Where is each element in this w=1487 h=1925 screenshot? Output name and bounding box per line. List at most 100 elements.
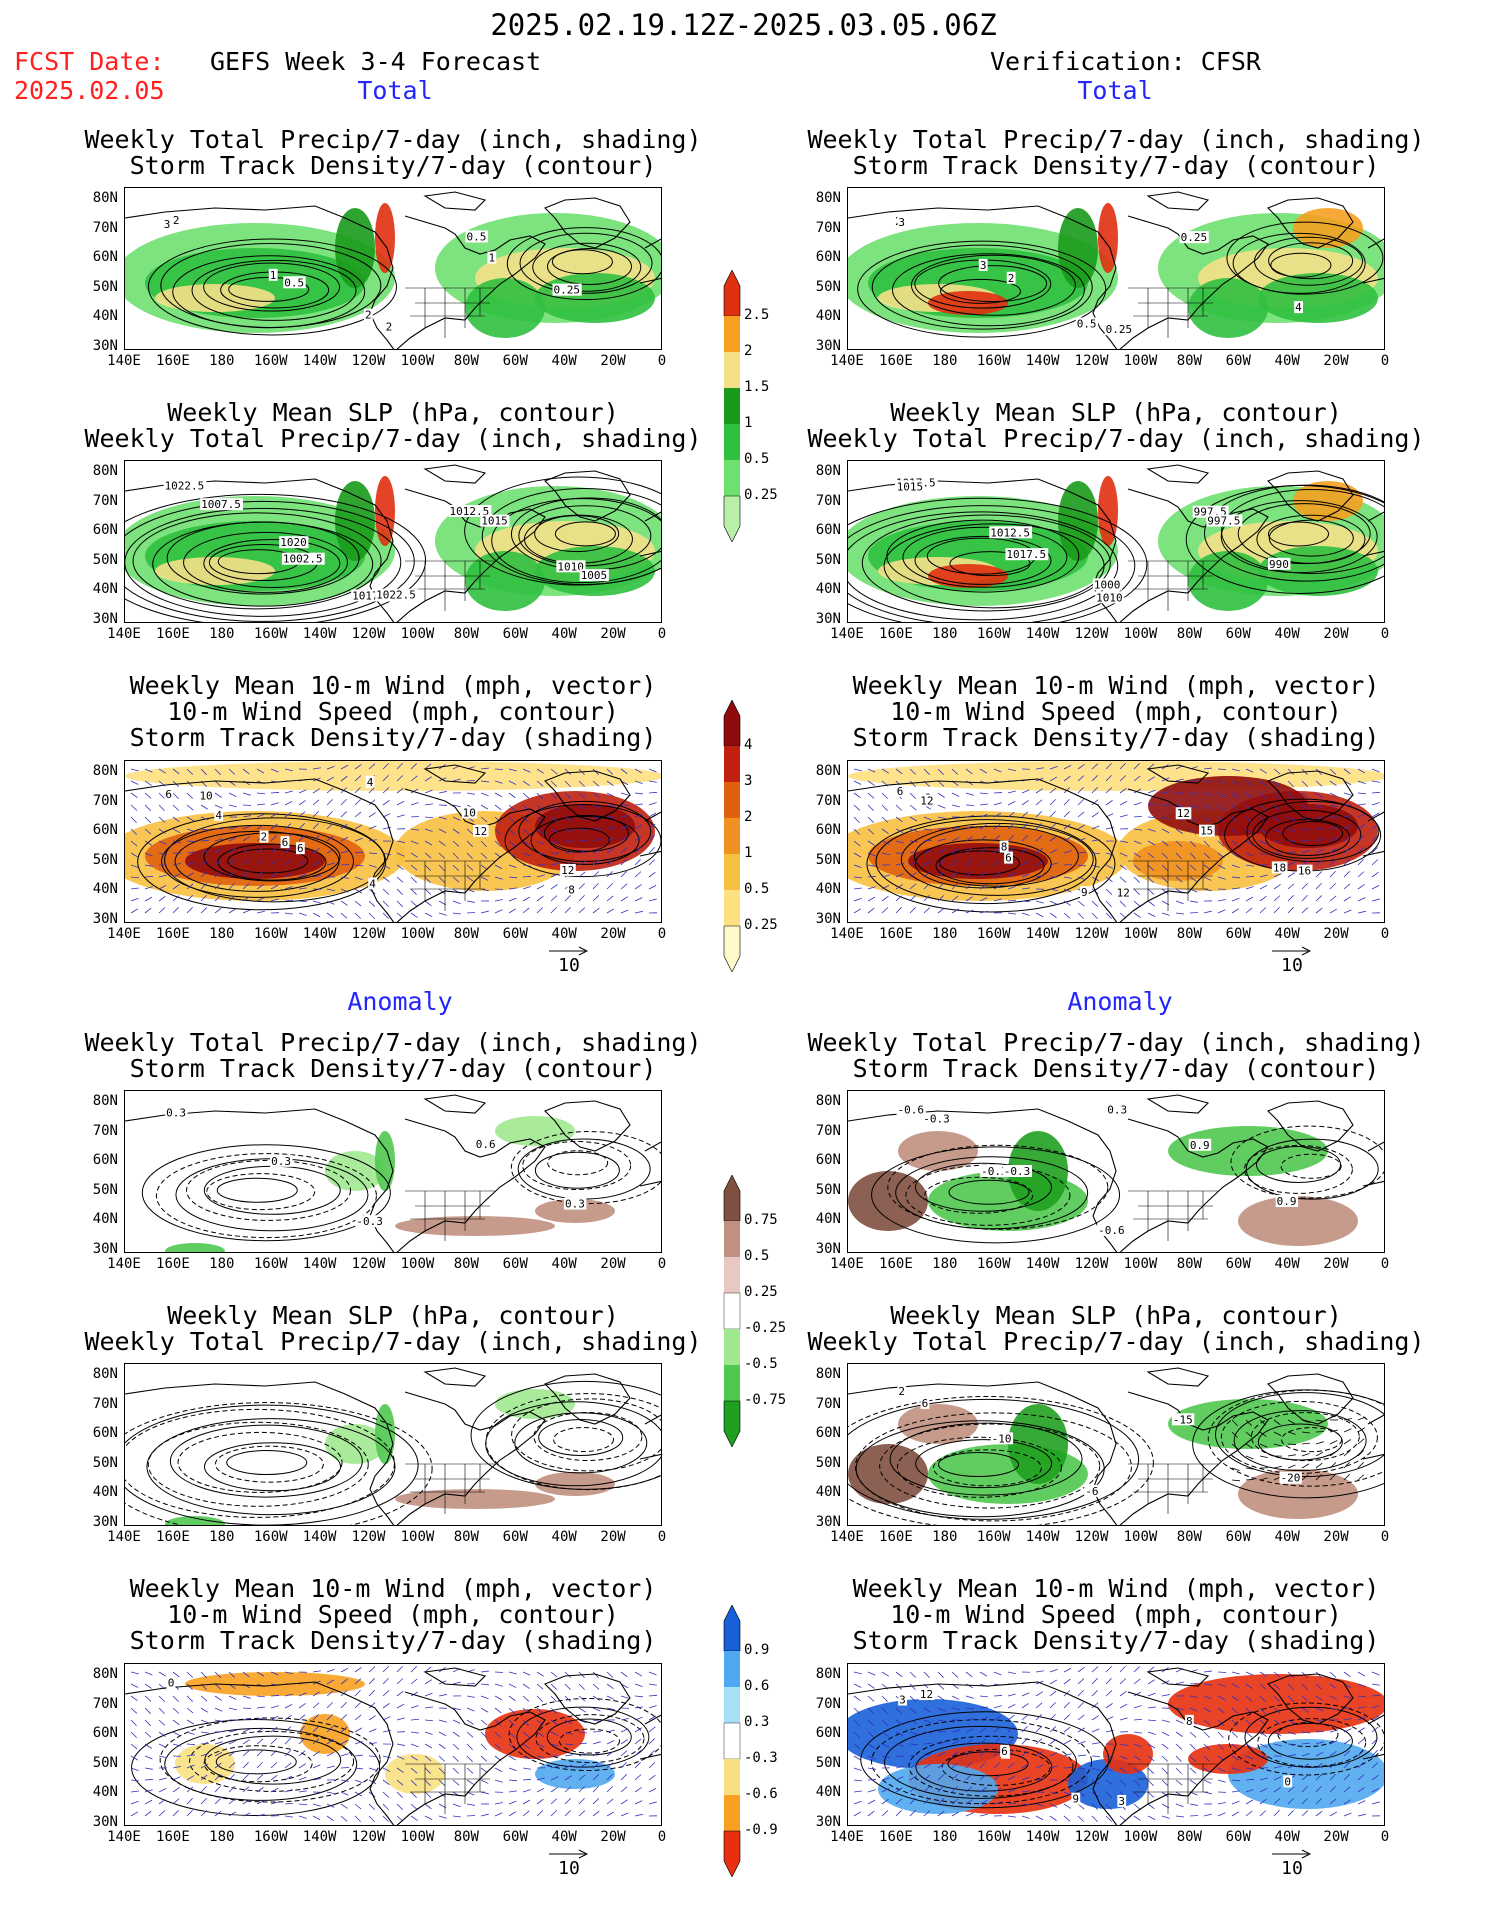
forecast-anom-wind-lat-tick: 60N: [92, 1725, 118, 1741]
verification-total-wind-lat-tick: 80N: [815, 763, 841, 779]
verification-total-precip-lon-tick: 180: [932, 353, 958, 369]
verification-anom-wind-vector-ref-arrow: [1272, 1849, 1312, 1859]
verification-anom-precip-lon-tick: 160W: [976, 1256, 1011, 1272]
verification-total-precip-lat-tick: 30N: [815, 337, 841, 354]
forecast-total-slp-lon-tick: 140E: [107, 626, 141, 642]
verification-anom-slp-map: 2 -10 -6 -15 -20 6: [847, 1363, 1385, 1526]
forecast-anom-wind-title-line: Storm Track Density/7-day (shading): [129, 1626, 657, 1655]
verification-total-wind-lon-tick: 20W: [1323, 926, 1349, 942]
verification-anom-wind-contour-label: 0: [1284, 1775, 1291, 1788]
forecast-total-wind-lat-tick: 30N: [92, 910, 118, 927]
forecast-anom-slp-map-graphic: [125, 1367, 661, 1525]
verification-anom-precip-lat-tick: 80N: [815, 1093, 841, 1109]
forecast-anom-slp-lon-tick: 100W: [400, 1529, 435, 1545]
forecast-anom-slp-lon-tick: 140E: [107, 1529, 141, 1545]
verification-total-precip-contour-label: 0.25: [1106, 323, 1133, 336]
forecast-total-precip-title-line: Weekly Total Precip/7-day (inch, shading…: [84, 125, 702, 154]
forecast-total-wind-contour-label: 4: [369, 877, 376, 890]
forecast-anom-slp-lon-tick: 0: [657, 1529, 667, 1545]
anomaly-precip-colorbar-label: 0.75: [744, 1212, 778, 1228]
forecast-anom-precip-lon-tick: 180: [209, 1256, 235, 1272]
verification-total-slp-lon-tick: 160W: [976, 626, 1011, 642]
forecast-total-wind-vector-ref-label: 10: [558, 955, 580, 976]
verification-total-slp-lat-tick: 40N: [815, 581, 841, 597]
verification-anom-slp-lon-tick: 0: [1380, 1529, 1390, 1545]
verification-anom-precip-contour-label: -0.6: [898, 1103, 925, 1116]
verification-total-slp-lat-tick: 70N: [815, 492, 841, 509]
verification-anom-precip-lon-tick: 80W: [1176, 1256, 1202, 1272]
forecast-total-slp-lat-tick: 40N: [92, 581, 118, 597]
verification-total-slp-map-graphic: 1017.51012.51000997.599010151017.5101099…: [848, 464, 1384, 622]
forecast-total-wind-contour-label: 12: [561, 864, 574, 877]
verification-anom-wind-lat-tick: 50N: [815, 1754, 841, 1771]
total-precip-colorbar-label: 0.5: [744, 451, 770, 467]
forecast-total-slp-contour-label: 1020: [280, 536, 307, 549]
forecast-total-wind-lon-tick: 140E: [107, 926, 141, 942]
verification-total-precip-contour-label: 3: [980, 259, 987, 272]
verification-total-precip-lon-tick: 160E: [879, 353, 913, 369]
verification-total-slp-lon-tick: 80W: [1176, 626, 1202, 642]
forecast-anom-precip-map-graphic: 0.3 0.3 -0.3 0.6 0.3: [125, 1094, 661, 1252]
forecast-total-wind-contour-label: 4: [367, 776, 374, 789]
fcst-date-value: 2025.02.05: [14, 76, 165, 105]
forecast-anom-precip-contour-label: 0.3: [271, 1155, 291, 1168]
forecast-total-wind-lon-tick: 40W: [551, 926, 577, 942]
verification-anom-slp-lon-tick: 80W: [1176, 1529, 1202, 1545]
verification-total-slp-lon-tick: 100W: [1123, 626, 1158, 642]
forecast-anom-slp-lon-tick: 160E: [156, 1529, 190, 1545]
verification-anom-slp-lat-tick: 30N: [815, 1513, 841, 1530]
verification-anom-wind-lon-tick: 120W: [1074, 1829, 1109, 1845]
forecast-anom-precip-lat-tick: 60N: [92, 1152, 118, 1168]
verification-total-precip-lon-tick: 160W: [976, 353, 1011, 369]
forecast-total-slp-lon-tick: 80W: [453, 626, 479, 642]
verification-total-wind-title-line: 10-m Wind Speed (mph, contour): [890, 697, 1342, 726]
verification-total-precip-lon-tick: 20W: [1323, 353, 1349, 369]
forecast-column-title: GEFS Week 3-4 Forecast: [210, 47, 542, 76]
verification-total-wind-lon-tick: 160W: [976, 926, 1011, 942]
total-precip-colorbar-label: 0.25: [744, 487, 778, 503]
forecast-total-precip-title-line: Storm Track Density/7-day (contour): [129, 151, 657, 180]
forecast-total-wind-lat-tick: 40N: [92, 881, 118, 897]
verification-anom-wind-lat-tick: 70N: [815, 1695, 841, 1712]
forecast-anom-wind-vector-ref-label: 10: [558, 1858, 580, 1879]
forecast-anom-slp-lat-tick: 70N: [92, 1395, 118, 1412]
verification-total-slp-map: 1017.51012.51000997.599010151017.5101099…: [847, 460, 1385, 623]
forecast-total-precip-contour-label: 2: [173, 214, 180, 227]
verification-total-slp-contour-label: 1012.5: [990, 526, 1030, 539]
verification-total-wind-lat-tick: 70N: [815, 792, 841, 809]
verification-anom-precip-lat-tick: 60N: [815, 1152, 841, 1168]
verification-total-wind-lon-tick: 100W: [1123, 926, 1158, 942]
verification-anom-wind-lon-tick: 100W: [1123, 1829, 1158, 1845]
forecast-total-wind-lon-tick: 100W: [400, 926, 435, 942]
verification-total-precip-lat-tick: 50N: [815, 278, 841, 295]
forecast-total-wind-title-line: Storm Track Density/7-day (shading): [129, 723, 657, 752]
verification-anom-wind-lat-tick: 80N: [815, 1666, 841, 1682]
verification-anom-wind-lon-tick: 160E: [879, 1829, 913, 1845]
anomaly-storm-colorbar-label: 0.9: [744, 1642, 770, 1658]
forecast-total-slp-lon-tick: 60W: [502, 626, 528, 642]
verification-total-wind-lon-tick: 180: [932, 926, 958, 942]
forecast-total-precip-contour-label: 1: [488, 252, 495, 265]
forecast-anom-wind-map-graphic: 0: [125, 1665, 661, 1825]
forecast-anom-wind-lat-tick: 70N: [92, 1695, 118, 1712]
verification-total-slp-title-line: Weekly Mean SLP (hPa, contour): [890, 398, 1342, 427]
verification-total-wind-lon-tick: 40W: [1274, 926, 1300, 942]
forecast-anom-precip-lon-tick: 20W: [600, 1256, 626, 1272]
forecast-total-precip-map: 3 1 2 0.5 0.25 2 0.5 2 1: [124, 187, 662, 350]
forecast-total-precip-map-graphic: 3 1 2 0.5 0.25 2 0.5 2 1: [125, 191, 661, 349]
verification-anom-wind-title-line: Weekly Mean 10-m Wind (mph, vector): [852, 1574, 1380, 1603]
forecast-anom-precip-lon-tick: 120W: [351, 1256, 386, 1272]
forecast-anom-precip-lon-tick: 140E: [107, 1256, 141, 1272]
verification-total-precip-lon-tick: 60W: [1225, 353, 1251, 369]
forecast-anom-wind-lon-tick: 160W: [253, 1829, 288, 1845]
forecast-total-precip-contour-label: 1: [270, 269, 277, 282]
verification-anomaly-heading: Anomaly: [1067, 987, 1173, 1016]
forecast-total-precip-lon-tick: 120W: [351, 353, 386, 369]
forecast-anom-slp-lat-tick: 40N: [92, 1484, 118, 1500]
forecast-anom-precip-map: 0.3 0.3 -0.3 0.6 0.3: [124, 1090, 662, 1253]
verification-total-slp-contour-label: 997.5: [1207, 515, 1240, 528]
verification-total-slp-lon-tick: 180: [932, 626, 958, 642]
verification-total-slp-lon-tick: 120W: [1074, 626, 1109, 642]
total-storm-colorbar-label: 0.5: [744, 881, 770, 897]
verification-total-wind-contour-label: 12: [1117, 886, 1130, 899]
